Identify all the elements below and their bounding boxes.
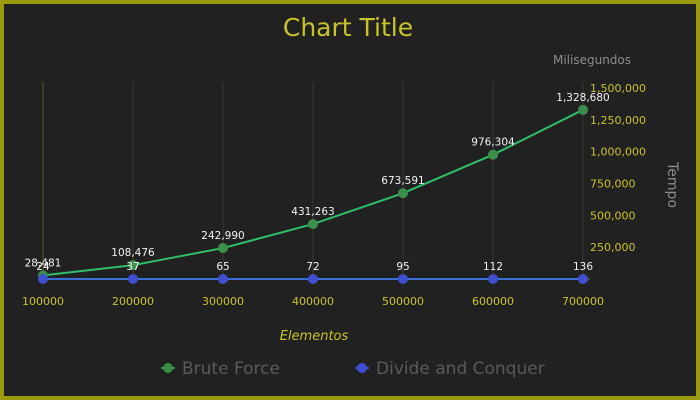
data-label: 24 [36, 261, 50, 273]
x-tick-label: 300000 [202, 295, 244, 308]
data-point[interactable] [578, 273, 588, 284]
x-tick-label: 100000 [22, 295, 64, 308]
legend-entry-label[interactable]: Brute Force [182, 359, 280, 379]
data-point[interactable] [488, 149, 498, 160]
y-tick-label: 1,000,000 [590, 146, 646, 159]
data-label: 431,263 [291, 206, 334, 218]
data-point[interactable] [578, 104, 588, 115]
x-tick-label: 500000 [382, 295, 424, 308]
data-label: 136 [573, 261, 593, 273]
data-point[interactable] [308, 219, 318, 230]
data-label: 28,481 [25, 257, 62, 269]
x-axis-ticks: 100000 200000 300000 400000 500000 600000 7000… [22, 295, 604, 308]
data-label: 108,476 [111, 247, 155, 259]
data-label: 65 [216, 261, 229, 273]
data-label: 673,591 [381, 175, 424, 187]
data-label: 112 [483, 261, 503, 273]
data-point[interactable] [38, 273, 48, 284]
y-axis-unit-label: Milisegundos [553, 53, 631, 67]
y-tick-label: 750,000 [590, 178, 636, 191]
legend-entry-label[interactable]: Divide and Conquer [376, 359, 545, 379]
y-tick-label: 250,000 [590, 241, 636, 254]
x-axis-title: Elementos [280, 329, 349, 344]
series-layer [38, 104, 588, 284]
x-tick-label: 400000 [292, 295, 334, 308]
data-label: 242,990 [201, 230, 244, 242]
x-tick-label: 200000 [112, 295, 154, 308]
data-label: 1,328,680 [556, 92, 609, 104]
y-axis-ticks: 250,000 500,000 750,000 1,000,000 1,250,000 1… [590, 82, 646, 254]
data-point[interactable] [398, 188, 408, 199]
data-point[interactable] [308, 273, 318, 284]
data-label: 37 [126, 261, 139, 273]
y-tick-label: 500,000 [590, 209, 636, 222]
x-tick-label: 600000 [472, 295, 514, 308]
y-axis-title: Tempo [664, 161, 680, 208]
data-point[interactable] [218, 273, 228, 284]
legend: Brute Force Divide and Conquer [161, 359, 545, 379]
data-point[interactable] [398, 273, 408, 284]
y-tick-label: 1,250,000 [590, 114, 646, 127]
x-tick-label: 700000 [562, 295, 604, 308]
data-point[interactable] [488, 273, 498, 284]
data-point[interactable] [218, 243, 228, 254]
data-point[interactable] [128, 260, 138, 271]
chart-title: Chart Title [283, 13, 413, 42]
data-label: 72 [306, 261, 319, 273]
grid-lines [42, 82, 584, 279]
data-label: 976,304 [471, 137, 515, 149]
y-tick-label: 1,500,000 [590, 82, 646, 95]
data-label: 95 [396, 261, 409, 273]
data-point[interactable] [128, 273, 138, 284]
data-labels-layer: 28,481 108,476 242,990 431,263 673,591 976,30… [25, 92, 610, 273]
